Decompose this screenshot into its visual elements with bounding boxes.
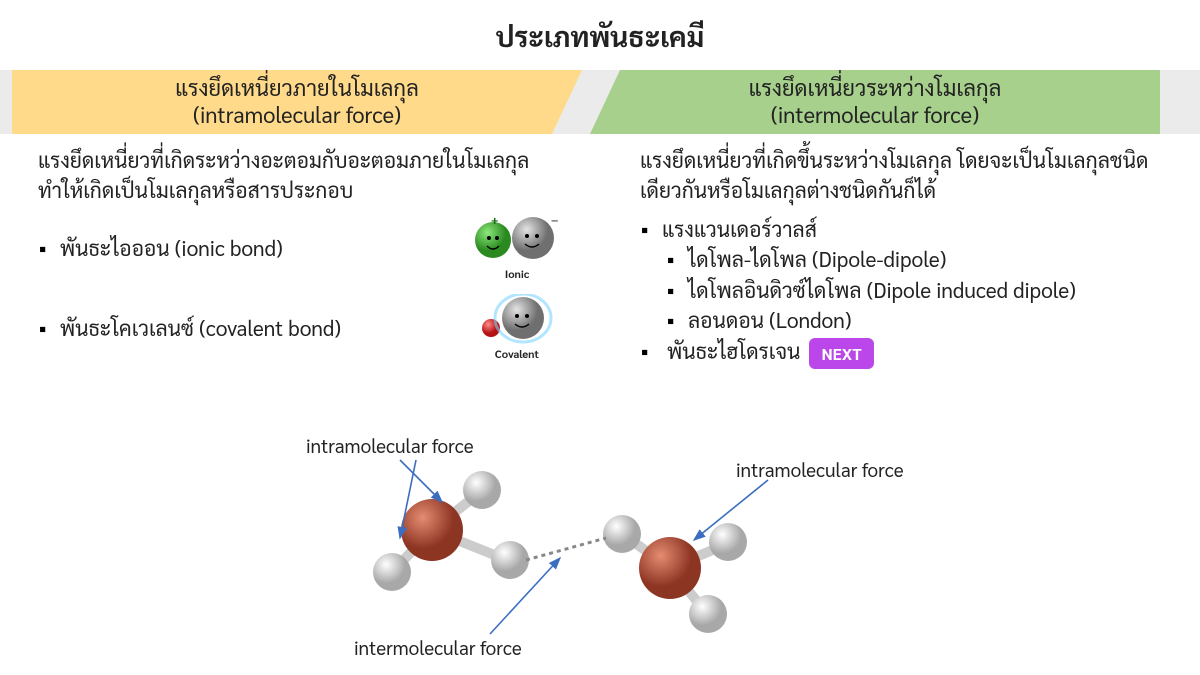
ionic-bond-item: พันธะไอออน (ionic bond): [60, 233, 444, 263]
page-title: ประเภทพันธะเคมี: [0, 0, 1200, 68]
vdw-item: แรงแวนเดอร์วาลส์: [662, 214, 1164, 244]
ionic-icon: + − Ionic: [462, 214, 572, 282]
header-right-line1: แรงยึดเหนี่ยวระหว่างโมเลกุล: [749, 75, 1002, 103]
ionic-label: Ionic: [505, 266, 530, 282]
header-left-line1: แรงยึดเหนี่ยวภายในโมเลกุล: [175, 75, 419, 103]
content-row: แรงยึดเหนี่ยวที่เกิดระหว่างอะตอมกับอะตอม…: [0, 145, 1200, 374]
right-description: แรงยึดเหนี่ยวที่เกิดขึ้นระหว่างโมเลกุล โ…: [640, 145, 1164, 206]
covalent-label: Covalent: [495, 346, 539, 362]
right-column: แรงยึดเหนี่ยวที่เกิดขึ้นระหว่างโมเลกุล โ…: [600, 145, 1200, 374]
svg-text:−: −: [551, 214, 558, 227]
dipole-induced-item: ไดโพลอินดิวซ์ไดโพล (Dipole induced dipol…: [688, 275, 1164, 305]
svg-text:+: +: [491, 214, 498, 227]
hbond-text: พันธะไฮโดรเจน: [667, 337, 800, 364]
header-right-line2: (intermolecular force): [771, 102, 979, 130]
covalent-bond-item: พันธะโคเวเลนซ์ (covalent bond): [60, 313, 444, 343]
header-intermolecular: แรงยึดเหนี่ยวระหว่างโมเลกุล (intermolecu…: [590, 70, 1160, 134]
ionic-row: พันธะไอออน (ionic bond) + − Ionic: [38, 214, 572, 282]
covalent-row: พันธะโคเวเลนซ์ (covalent bond) Covalent: [38, 294, 572, 362]
molecule-diagram: intramolecular force intramolecular forc…: [270, 430, 930, 660]
london-item: ลอนดอน (London): [688, 305, 1164, 335]
hbond-item: พันธะไฮโดรเจน NEXT: [662, 336, 1164, 369]
header-intramolecular: แรงยึดเหนี่ยวภายในโมเลกุล (intramolecula…: [12, 70, 582, 134]
section-headers: แรงยึดเหนี่ยวภายในโมเลกุล (intramolecula…: [0, 70, 1200, 134]
covalent-icon: Covalent: [462, 294, 572, 362]
left-description: แรงยึดเหนี่ยวที่เกิดระหว่างอะตอมกับอะตอม…: [38, 145, 572, 206]
dipole-dipole-item: ไดโพล-ไดโพล (Dipole-dipole): [688, 244, 1164, 274]
left-column: แรงยึดเหนี่ยวที่เกิดระหว่างอะตอมกับอะตอม…: [0, 145, 600, 374]
next-button[interactable]: NEXT: [809, 338, 873, 369]
header-left-line2: (intramolecular force): [193, 102, 401, 130]
